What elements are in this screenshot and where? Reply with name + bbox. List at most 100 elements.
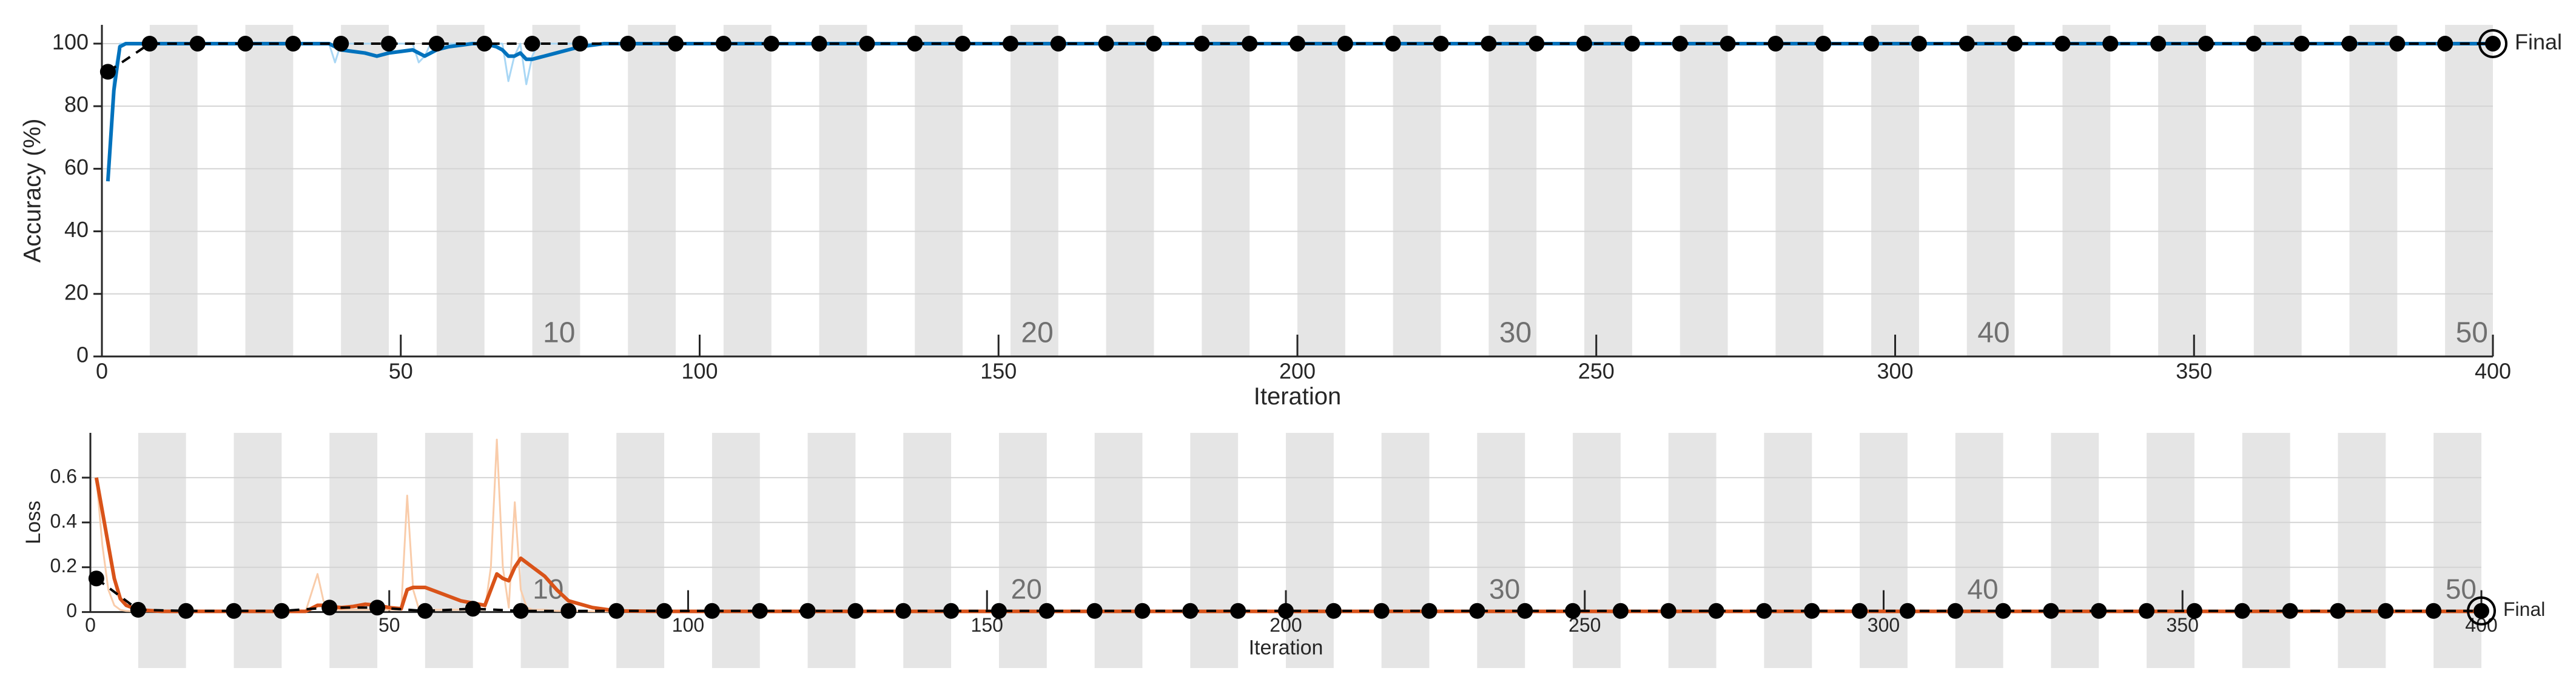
validation-point <box>381 35 397 52</box>
validation-point <box>2341 35 2358 52</box>
validation-point <box>1433 35 1449 52</box>
x-tick-label: 400 <box>2475 359 2511 384</box>
final-marker <box>2478 28 2507 58</box>
validation-point <box>321 600 338 616</box>
epoch-band <box>532 25 580 356</box>
epoch-label: 10 <box>543 317 575 349</box>
validation-point <box>1565 603 1581 619</box>
epoch-band <box>436 25 485 356</box>
epoch-band <box>628 25 676 356</box>
epoch-band <box>2433 433 2481 668</box>
x-tick-label: 100 <box>681 359 718 384</box>
validation-point <box>943 603 960 619</box>
epoch-band <box>819 25 867 356</box>
validation-point <box>1421 603 1438 619</box>
epoch-band <box>1584 25 1632 356</box>
validation-point <box>1947 603 1963 619</box>
validation-point <box>1576 35 1593 52</box>
y-tick-label: 100 <box>52 29 89 54</box>
epoch-label: 30 <box>1489 573 1520 604</box>
x-tick-label: 150 <box>980 359 1017 384</box>
epoch-band <box>1010 25 1058 356</box>
epoch-band <box>1381 433 1430 668</box>
y-tick-label: 0.6 <box>50 465 77 487</box>
validation-point <box>476 35 493 52</box>
epoch-band <box>2062 25 2111 356</box>
epoch-label: 30 <box>1499 317 1532 349</box>
validation-point <box>2485 35 2501 52</box>
validation-point <box>2282 603 2298 619</box>
validation-point <box>1612 603 1629 619</box>
validation-point <box>1002 35 1018 52</box>
validation-point <box>1469 603 1485 619</box>
epoch-band <box>245 25 294 356</box>
validation-point <box>1182 603 1199 619</box>
y-tick-label: 0.4 <box>50 510 77 532</box>
epoch-band <box>1955 433 2003 668</box>
x-axis-label: Iteration <box>1249 636 1323 659</box>
epoch-band <box>1668 433 1717 668</box>
validation-point <box>1660 603 1676 619</box>
validation-point <box>1278 603 1294 619</box>
validation-point <box>895 603 912 619</box>
epoch-band <box>807 433 856 668</box>
epoch-band <box>616 433 665 668</box>
validation-point <box>274 603 290 619</box>
final-marker <box>2467 596 2496 626</box>
epoch-band <box>1966 25 2015 356</box>
validation-point <box>1815 35 1832 52</box>
validation-point <box>1708 603 1724 619</box>
validation-point <box>1098 35 1114 52</box>
y-tick-label: 20 <box>64 279 89 304</box>
validation-point <box>1134 603 1151 619</box>
epoch-band <box>2242 433 2290 668</box>
epoch-band <box>1190 433 1239 668</box>
x-tick-label: 250 <box>1578 359 1615 384</box>
y-tick-label: 40 <box>64 217 89 242</box>
epoch-label: 40 <box>1967 573 1998 604</box>
validation-point <box>1385 35 1401 52</box>
epoch-band <box>1297 25 1345 356</box>
validation-point <box>1672 35 1688 52</box>
y-tick-label: 0 <box>76 343 89 367</box>
validation-point <box>1995 603 2011 619</box>
validation-point <box>608 603 625 619</box>
validation-point <box>141 35 158 52</box>
validation-point <box>1230 603 1246 619</box>
validation-point <box>2091 603 2107 619</box>
final-label: Final <box>2515 29 2562 54</box>
validation-point <box>1325 603 1342 619</box>
validation-point <box>2473 603 2489 619</box>
validation-point <box>237 35 254 52</box>
validation-point <box>524 35 540 52</box>
epoch-label: 50 <box>2456 317 2488 349</box>
epoch-band <box>138 433 186 668</box>
validation-point <box>859 35 875 52</box>
final-label: Final <box>2503 598 2545 620</box>
y-tick-label: 80 <box>64 92 89 117</box>
validation-point <box>2437 35 2453 52</box>
validation-point <box>811 35 827 52</box>
validation-point <box>752 603 768 619</box>
validation-point <box>1911 35 1927 52</box>
epoch-band <box>1860 433 1908 668</box>
x-tick-label: 50 <box>378 614 400 636</box>
epoch-band <box>341 25 389 356</box>
validation-point <box>417 603 433 619</box>
validation-point <box>1194 35 1210 52</box>
validation-point <box>285 35 301 52</box>
x-axis-label: Iteration <box>1254 383 1342 410</box>
validation-point <box>178 603 194 619</box>
validation-point <box>1756 603 1772 619</box>
validation-point <box>2006 35 2023 52</box>
validation-point <box>763 35 779 52</box>
validation-point <box>1337 35 1353 52</box>
y-axis-label: Accuracy (%) <box>19 119 46 263</box>
epoch-band <box>425 433 473 668</box>
epoch-band <box>1871 25 1919 356</box>
epoch-band <box>998 433 1047 668</box>
epoch-band <box>329 433 378 668</box>
validation-point <box>955 35 971 52</box>
validation-point <box>2102 35 2119 52</box>
